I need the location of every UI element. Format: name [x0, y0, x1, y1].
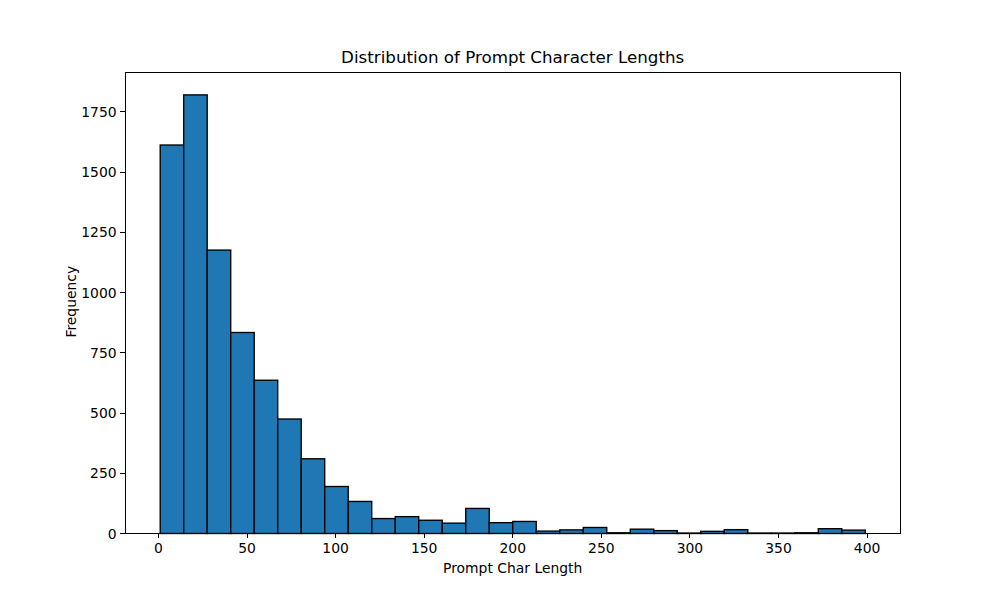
histogram-bar: [325, 487, 349, 534]
histogram-bar: [630, 529, 654, 533]
histogram-bar: [489, 523, 513, 534]
x-tick-label: 300: [677, 540, 704, 556]
y-axis-label: Frequency: [63, 266, 79, 338]
histogram-bar: [231, 333, 255, 534]
histogram-bar: [419, 520, 443, 533]
x-tick-label: 350: [765, 540, 792, 556]
y-tick-label: 250: [90, 465, 117, 481]
histogram-bar: [442, 523, 466, 533]
chart-title: Distribution of Prompt Character Lengths: [341, 47, 684, 67]
y-tick-label: 0: [108, 526, 117, 542]
x-tick-label: 250: [588, 540, 615, 556]
histogram-bar: [842, 530, 866, 533]
histogram-bar: [301, 459, 325, 534]
histogram-bar: [513, 521, 537, 533]
histogram-bar: [560, 530, 584, 534]
y-tick-label: 500: [90, 405, 117, 421]
histogram-bar: [160, 145, 184, 533]
x-tick-label: 100: [322, 540, 349, 556]
histogram-bar: [372, 519, 396, 534]
histogram-bar: [583, 527, 607, 533]
x-tick-label: 0: [154, 540, 163, 556]
x-axis-label: Prompt Char Length: [443, 560, 582, 576]
bars-group: [160, 95, 865, 534]
x-tick-label: 150: [411, 540, 438, 556]
histogram-bar: [724, 530, 748, 534]
y-tick-label: 1500: [81, 164, 116, 180]
histogram-bar: [395, 517, 419, 534]
x-tick-label: 50: [238, 540, 256, 556]
histogram-bar: [348, 501, 372, 533]
histogram-bar: [254, 380, 278, 533]
histogram-bar: [207, 250, 231, 533]
histogram-bar: [818, 529, 842, 534]
histogram-chart: 0 50 100 150 200 250 300 350 400 0 250 500 750 1000 12…: [0, 0, 1000, 600]
figure: 0 50 100 150 200 250 300 350 400 0 250 500 750 1000 12…: [0, 0, 1000, 600]
histogram-bar: [466, 508, 490, 533]
y-tick-label: 1250: [81, 224, 116, 240]
histogram-bar: [278, 419, 302, 533]
histogram-bar: [184, 95, 208, 534]
y-tick-label: 750: [90, 345, 117, 361]
y-tick-label: 1750: [81, 104, 116, 120]
x-tick-label: 200: [499, 540, 526, 556]
x-tick-label: 400: [854, 540, 881, 556]
y-tick-label: 1000: [81, 285, 116, 301]
